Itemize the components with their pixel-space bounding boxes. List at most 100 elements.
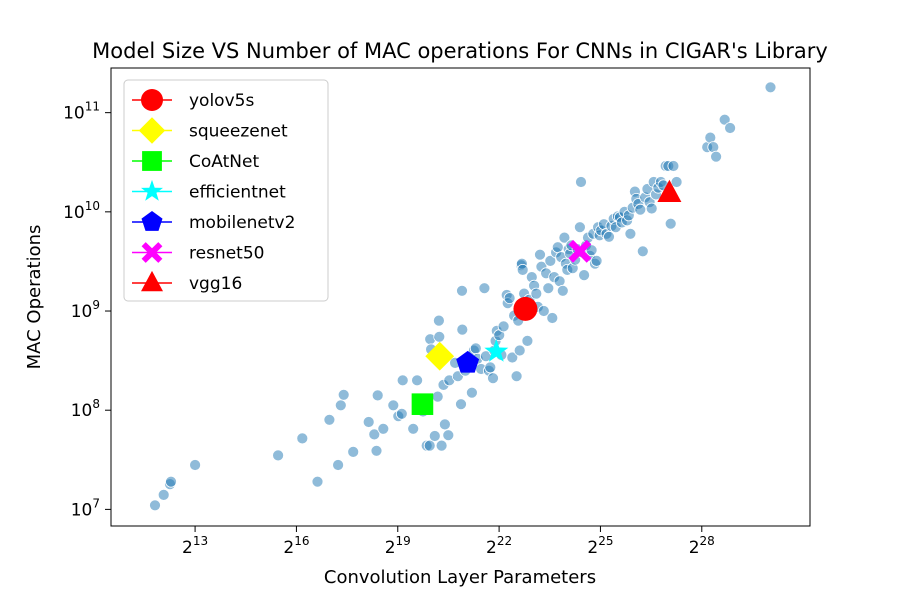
x-tick-label: 213: [182, 534, 208, 558]
plot-frame: [110, 67, 811, 527]
scatter-point: [396, 374, 409, 387]
scatter-point: [407, 422, 420, 435]
scatter-point: [438, 418, 451, 431]
scatter-point: [165, 475, 177, 488]
scatter-point: [465, 386, 478, 399]
legend-marker-efficientnet: [141, 179, 163, 201]
marker-resnet50: [568, 239, 592, 263]
marker-mobilenetv2: [456, 350, 480, 373]
legend-label-squeezenet: squeezenet: [189, 122, 288, 142]
y-axis-label: MAC Operations: [24, 225, 45, 370]
x-tick-label: 225: [587, 534, 613, 558]
marker-yolov5s: [513, 296, 538, 321]
scatter-point: [423, 439, 436, 452]
x-tick-label: 216: [283, 534, 309, 558]
scatter-point: [664, 217, 677, 230]
data-points: [149, 81, 777, 512]
chart-title: Model Size VS Number of MAC operations F…: [92, 39, 828, 63]
scatter-point: [469, 342, 482, 355]
scatter-point: [368, 428, 381, 441]
scatter-point: [272, 449, 285, 462]
scatter-point: [428, 430, 441, 442]
y-tick-label: 1011: [63, 100, 100, 124]
y-tick-label: 1010: [63, 199, 100, 223]
scatter-point: [435, 439, 448, 452]
scatter-point: [497, 320, 510, 333]
scatter-point: [371, 389, 384, 402]
scatter-point: [431, 390, 444, 403]
scatter-point: [578, 269, 590, 282]
scatter-point: [530, 287, 543, 300]
scatter-point: [764, 81, 777, 94]
x-axis-ticks: 213 216 219 222 225 228: [182, 526, 715, 558]
scatter-point: [546, 312, 559, 324]
scatter-point: [534, 248, 546, 261]
scatter-point: [189, 459, 202, 471]
legend-marker-vgg16: [141, 270, 163, 292]
scatter-point: [149, 499, 161, 512]
scatter-point: [551, 241, 564, 254]
scatter-point: [513, 344, 526, 357]
scatter-point: [575, 176, 587, 188]
legend-label-mobilenetv2: mobilenetv2: [189, 213, 295, 233]
scatter-point: [506, 351, 519, 364]
x-tick-label: 222: [486, 534, 512, 558]
scatter-point: [334, 399, 347, 412]
legend-marker-mobilenetv2: [141, 211, 163, 231]
scatter-point: [387, 399, 400, 412]
x-tick-label: 228: [689, 534, 715, 558]
scatter-point: [484, 361, 497, 374]
scatter-point: [636, 245, 649, 258]
scatter-point: [724, 122, 736, 134]
legend: yolov5s squeezenet CoAtNet efficientnet mobi…: [123, 79, 329, 302]
scatter-point: [510, 370, 523, 383]
marker-squeezenet: [425, 341, 455, 371]
scatter-point: [603, 230, 615, 243]
legend-marker-coatnet: [142, 151, 162, 171]
scatter-point: [544, 254, 557, 267]
scatter-point: [311, 475, 324, 488]
series-markers: [411, 179, 682, 415]
legend-label-yolov5s: yolov5s: [189, 91, 254, 111]
y-tick-label: 108: [71, 397, 100, 421]
scatter-point: [667, 160, 680, 172]
marker-efficientnet: [484, 339, 509, 362]
scatter-point: [556, 284, 569, 297]
scatter-point: [487, 372, 499, 385]
scatter-point: [503, 292, 516, 305]
scatter-point: [590, 254, 603, 267]
scatter-point: [558, 231, 571, 244]
marker-coatnet: [411, 393, 434, 415]
scatter-point: [634, 203, 647, 216]
scatter-point: [337, 388, 350, 401]
scatter-point: [521, 334, 534, 347]
scatter-point: [478, 282, 491, 295]
legend-marker-squeezenet: [138, 117, 166, 144]
scatter-point: [411, 374, 424, 387]
scatter-point: [537, 305, 550, 317]
scatter-point: [442, 429, 455, 442]
y-tick-label: 107: [71, 496, 100, 520]
scatter-point: [157, 488, 170, 501]
scatter-point: [585, 244, 598, 257]
y-tick-label: 109: [71, 298, 100, 322]
legend-box: [123, 79, 329, 302]
y-axis-ticks: 107 108 109 1010 1011: [63, 100, 111, 520]
scatter-point: [347, 445, 360, 458]
scatter-point: [710, 150, 722, 163]
marker-vgg16: [657, 179, 682, 202]
scatter-point: [362, 416, 375, 428]
scatter-point: [645, 202, 658, 215]
scatter-point: [432, 314, 445, 327]
scatter-point: [433, 330, 446, 343]
legend-label-vgg16: vgg16: [189, 274, 242, 294]
scatter-point: [718, 113, 731, 126]
scatter-point: [332, 459, 345, 471]
scatter-point: [456, 323, 469, 336]
legend-marker-yolov5s: [141, 89, 163, 111]
legend-label-efficientnet: efficientnet: [189, 183, 286, 203]
x-axis-label: Convolution Layer Parameters: [324, 567, 596, 588]
scatter-point: [455, 398, 467, 411]
legend-marker-resnet50: [141, 242, 163, 263]
